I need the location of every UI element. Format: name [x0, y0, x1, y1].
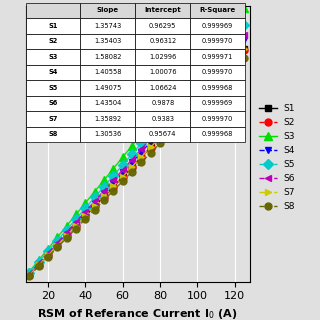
Legend: S1, S2, S3, S4, S5, S6, S7, S8: S1, S2, S3, S4, S5, S6, S7, S8 [259, 104, 295, 211]
X-axis label: RSM of Referance Current I$_{0}$ (A): RSM of Referance Current I$_{0}$ (A) [37, 307, 238, 320]
